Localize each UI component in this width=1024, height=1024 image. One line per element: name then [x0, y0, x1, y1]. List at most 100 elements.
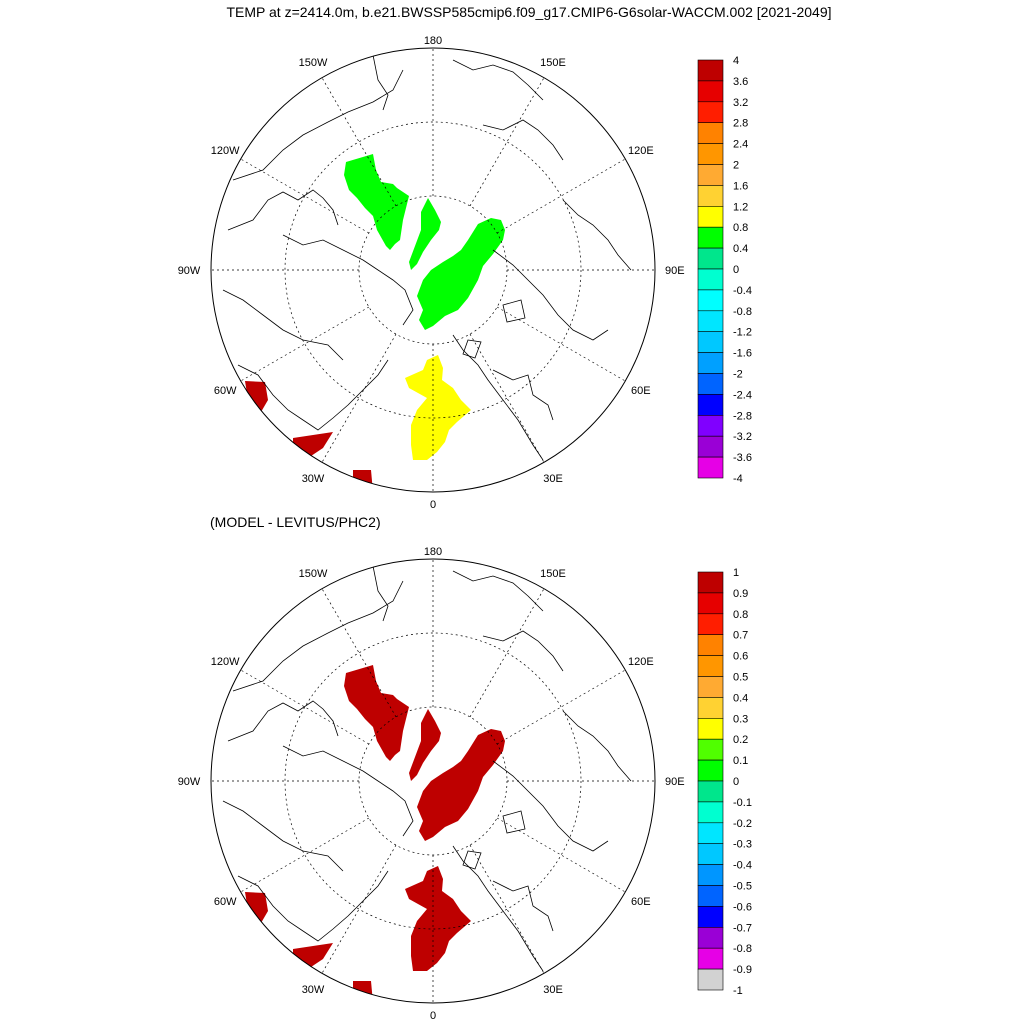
colorbar-box	[697, 456, 724, 479]
coastline-4	[222, 800, 344, 872]
colorbar-box	[697, 717, 724, 740]
colorbar-label: 1.6	[733, 180, 748, 192]
colorbar-box	[697, 864, 724, 886]
longitude-label-90w: 90W	[178, 776, 201, 788]
coastline-12	[372, 565, 389, 622]
colorbar-box	[697, 143, 724, 165]
latitude-circle-2	[284, 632, 582, 930]
colorbar-box	[697, 101, 724, 124]
latitude-circle-2	[284, 121, 582, 419]
coastline-13	[452, 570, 544, 612]
colorbar-label: 1	[733, 567, 739, 579]
colorbar-box	[697, 394, 724, 416]
longitude-label-150e: 150E	[540, 568, 566, 580]
irminger-sea-field	[293, 943, 333, 967]
meridian-60	[496, 669, 626, 745]
longitude-label-60w: 60W	[214, 896, 237, 908]
colorbar-label: 0.4	[733, 243, 748, 255]
colorbar-label: -2	[733, 369, 743, 381]
coastline-11	[482, 630, 564, 672]
longitude-label-120e: 120E	[628, 656, 654, 668]
canada-basin-field	[344, 154, 409, 250]
colorbar-box	[697, 676, 724, 698]
coastline-8	[492, 880, 554, 932]
coastline-8	[492, 369, 554, 421]
nordic-seas-field	[405, 866, 471, 971]
eurasian-basin-field	[417, 729, 505, 841]
meridian-150	[469, 844, 545, 974]
coastline-13	[452, 59, 544, 101]
colorbar-label: -0.3	[733, 839, 752, 851]
coastline-5	[237, 359, 389, 431]
longitude-label-150e: 150E	[540, 57, 566, 69]
colorbar-label: 3.6	[733, 76, 748, 88]
colorbar-label: -0.2	[733, 818, 752, 830]
colorbar-box	[697, 738, 724, 761]
coastline-14	[462, 850, 482, 870]
coastline-9	[492, 760, 609, 852]
colorbar-label: 2.4	[733, 139, 748, 151]
labrador-sea-field	[245, 381, 268, 412]
longitude-label-60e: 60E	[631, 896, 651, 908]
colorbar-label: -4	[733, 473, 743, 485]
eurasian-basin-field	[417, 218, 505, 330]
canada-basin-field	[344, 665, 409, 761]
colorbar-label: 0.5	[733, 672, 748, 684]
meridian-210	[321, 333, 397, 463]
coastline-1	[232, 580, 404, 692]
longitude-label-0: 0	[430, 1010, 436, 1022]
colorbar-box	[697, 310, 724, 332]
coastline-2	[227, 700, 339, 742]
colorbar-box	[697, 592, 724, 615]
colorbar-box	[697, 906, 724, 928]
colorbar-label: -0.6	[733, 901, 752, 913]
colorbar-box	[697, 435, 724, 458]
longitude-label-120w: 120W	[211, 145, 240, 157]
colorbar-box	[697, 822, 724, 844]
colorbar-label: -1.2	[733, 327, 752, 339]
colorbar-label: 0	[733, 264, 739, 276]
colorbar-label: 0.8	[733, 609, 748, 621]
coastline-11	[482, 119, 564, 161]
colorbar-box	[697, 80, 724, 103]
colorbar-box	[697, 185, 724, 207]
meridian-210	[321, 844, 397, 974]
colorbar-label: -0.7	[733, 922, 752, 934]
colorbar-box	[697, 801, 724, 824]
colorbar-box	[697, 289, 724, 312]
colorbar-label: 0.1	[733, 755, 748, 767]
colorbar-box	[697, 697, 724, 719]
colorbar-label: -0.8	[733, 943, 752, 955]
coastline-3	[282, 745, 414, 837]
longitude-label-90e: 90E	[665, 265, 685, 277]
coastline-15	[502, 810, 526, 834]
map-panel-top: 180 150E 120E 90E 60E 30E 0 30W 60W 90W 120W 150W	[178, 35, 685, 511]
colorbar-label: 2.8	[733, 118, 748, 130]
colorbar-box	[697, 634, 724, 656]
colorbar-top: 4 3.6 3.2 2.8 2.4 2 1.6 1.2 0.8 0.4 0 -0.4 -0.8 -1.2 -…	[697, 55, 752, 485]
longitude-label-120w: 120W	[211, 656, 240, 668]
coastline-9	[492, 249, 609, 341]
coastline-10	[562, 710, 632, 782]
longitude-label-150w: 150W	[299, 568, 328, 580]
colorbar-box	[697, 352, 724, 374]
longitude-label-180: 180	[424, 546, 442, 558]
colorbar-box	[697, 613, 724, 635]
colorbar-box	[697, 947, 724, 970]
colorbar-box	[697, 655, 724, 677]
panel-subtitle: (MODEL - LEVITUS/PHC2)	[210, 514, 381, 530]
colorbar-label: -0.1	[733, 797, 752, 809]
longitude-label-180: 180	[424, 35, 442, 47]
colorbar-label: -2.8	[733, 410, 752, 422]
map-boundary	[210, 558, 656, 1004]
colorbar-box	[697, 122, 724, 144]
colorbar-label: -2.4	[733, 389, 752, 401]
coastline-12	[372, 54, 389, 111]
colorbar-label: -1.6	[733, 348, 752, 360]
colorbar-label: 0.3	[733, 713, 748, 725]
colorbar-label: 0	[733, 776, 739, 788]
coastline-3	[282, 234, 414, 326]
colorbar-box	[697, 759, 724, 782]
colorbar-box	[697, 164, 724, 186]
